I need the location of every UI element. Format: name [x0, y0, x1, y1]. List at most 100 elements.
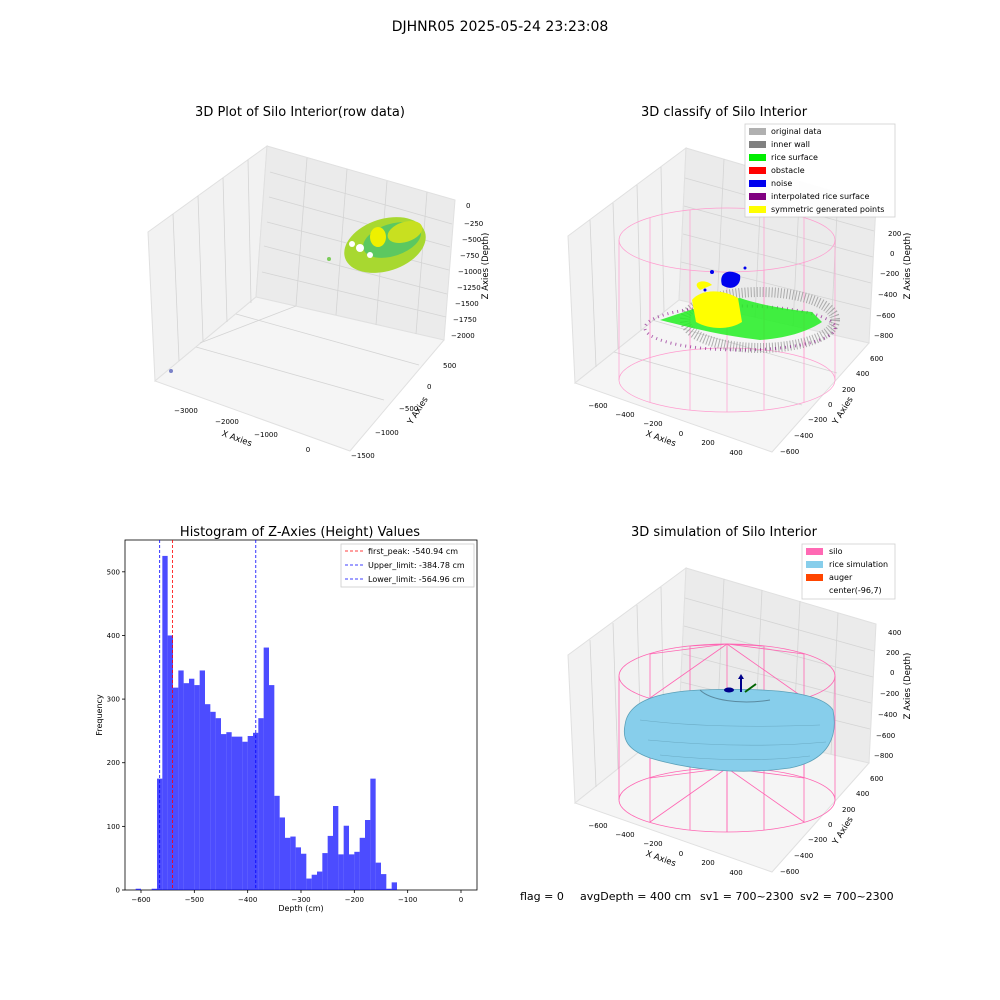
histogram-bar: [274, 795, 280, 890]
svg-text:−400: −400: [794, 852, 813, 860]
svg-text:0: 0: [828, 401, 832, 409]
svg-text:−1000: −1000: [254, 431, 278, 439]
svg-text:400: 400: [856, 790, 869, 798]
raw-floor-pane: [154, 296, 445, 452]
histogram-bar: [349, 854, 355, 890]
svg-text:−600: −600: [780, 868, 799, 876]
classify-x-label: X Axies: [644, 429, 677, 449]
svg-text:200: 200: [888, 230, 901, 238]
histogram-bar: [391, 882, 397, 890]
classify-3d-panel: 3D classify of Silo Interior: [567, 105, 913, 457]
histogram-bar: [215, 718, 221, 890]
classify-legend: original data inner wall rice surface ob…: [744, 123, 896, 218]
status-footer: flag = 0 avgDepth = 400 cm sv1 = 700~230…: [520, 890, 894, 903]
svg-text:600: 600: [870, 775, 883, 783]
legend-label-first-peak: first_peak: -540.94 cm: [368, 547, 458, 556]
histogram-bar: [167, 635, 173, 890]
sim-auger: [724, 674, 757, 693]
svg-text:−500: −500: [399, 405, 418, 413]
svg-text:−250: −250: [464, 220, 483, 228]
svg-text:400: 400: [888, 629, 901, 637]
legend-label-rice-surface: rice surface: [771, 153, 818, 162]
histogram-bar: [343, 825, 349, 890]
histogram-bar: [354, 851, 360, 890]
histogram-bar: [199, 670, 205, 890]
histogram-bar: [135, 888, 141, 890]
svg-text:−800: −800: [874, 332, 893, 340]
classify-silo-wireframe: [618, 207, 836, 413]
svg-text:−1000: −1000: [458, 268, 482, 276]
raw-3d-title: 3D Plot of Silo Interior(row data): [195, 105, 405, 120]
svg-text:0: 0: [306, 446, 310, 454]
y-tick-label: 300: [107, 696, 120, 704]
svg-text:−2000: −2000: [215, 418, 239, 426]
x-tick-label: −500: [185, 896, 204, 904]
svg-text:400: 400: [729, 449, 742, 457]
histogram-x-ticks: −600 −500 −400 −300 −200 −100 0: [131, 890, 463, 904]
histogram-bar: [258, 718, 264, 890]
histogram-bar: [231, 736, 237, 890]
y-tick-label: 500: [107, 568, 120, 576]
x-tick-label: −300: [291, 896, 310, 904]
simulation-3d-title: 3D simulation of Silo Interior: [631, 525, 818, 540]
sim-z-ticks: 400 200 0 −200 −400 −600 −800: [874, 629, 901, 760]
classify-z-label: Z Axies (Depth): [903, 233, 913, 300]
histogram-bar: [173, 687, 179, 890]
svg-text:−600: −600: [588, 402, 607, 410]
legend-label-inner-wall: inner wall: [771, 140, 810, 149]
legend-swatch-rice-surface: [749, 154, 766, 161]
svg-text:−800: −800: [874, 752, 893, 760]
svg-text:−1500: −1500: [455, 300, 479, 308]
svg-text:0: 0: [890, 669, 894, 677]
svg-text:−400: −400: [878, 291, 897, 299]
legend-swatch-auger: [806, 574, 823, 581]
legend-swatch-silo: [806, 548, 823, 555]
svg-text:600: 600: [870, 355, 883, 363]
histogram-bar: [194, 685, 200, 890]
histogram-bar: [327, 835, 333, 890]
svg-text:−2000: −2000: [451, 332, 475, 340]
x-tick-label: −600: [131, 896, 150, 904]
raw-z-label: Z Axies (Depth): [481, 233, 491, 300]
histogram-title: Histogram of Z-Axies (Height) Values: [180, 525, 420, 540]
raw-y-ticks: 500 0 −500 −1000 −1500: [351, 362, 456, 460]
histogram-panel: Histogram of Z-Axies (Height) Values −60…: [95, 525, 478, 913]
svg-text:0: 0: [679, 430, 683, 438]
histogram-bar: [221, 734, 227, 890]
svg-text:−1250: −1250: [457, 284, 481, 292]
y-tick-label: 100: [107, 823, 120, 831]
raw-x-ticks: −3000 −2000 −1000 0: [174, 407, 310, 454]
classify-y-ticks: 600 400 200 0 −200 −400 −600: [780, 355, 883, 456]
svg-text:−400: −400: [794, 432, 813, 440]
histogram-y-ticks: 0 100 200 300 400 500: [107, 568, 125, 895]
legend-swatch-obstacle: [749, 167, 766, 174]
svg-text:200: 200: [842, 806, 855, 814]
classify-point-cloud: [643, 266, 840, 353]
svg-text:−200: −200: [880, 270, 899, 278]
histogram-legend: first_peak: -540.94 cm Upper_limit: -384…: [340, 543, 475, 588]
histogram-bar: [285, 837, 291, 890]
raw-point-cloud: [169, 217, 426, 373]
histogram-bar: [306, 878, 312, 890]
histogram-bar: [247, 736, 253, 890]
histogram-bar: [226, 732, 232, 890]
histogram-bar: [338, 854, 344, 890]
simulation-3d-panel: 3D simulation of Silo Interior: [567, 525, 913, 877]
histogram-bar: [183, 683, 189, 890]
x-tick-label: −200: [345, 896, 364, 904]
histogram-bar: [242, 741, 248, 890]
svg-text:0: 0: [466, 202, 470, 210]
sim-x-label: X Axies: [644, 849, 677, 869]
svg-text:−600: −600: [780, 448, 799, 456]
histogram-bar: [279, 817, 285, 890]
svg-text:200: 200: [886, 649, 899, 657]
svg-text:400: 400: [856, 370, 869, 378]
histogram-reference-lines: [159, 540, 257, 890]
y-tick-label: 400: [107, 632, 120, 640]
legend-label-interpolated: interpolated rice surface: [771, 192, 869, 201]
legend-label-upper-limit: Upper_limit: -384.78 cm: [368, 561, 465, 570]
svg-text:−400: −400: [615, 831, 634, 839]
histogram-bar: [375, 862, 381, 890]
classify-z-ticks: 200 0 −200 −400 −600 −800: [874, 230, 901, 340]
